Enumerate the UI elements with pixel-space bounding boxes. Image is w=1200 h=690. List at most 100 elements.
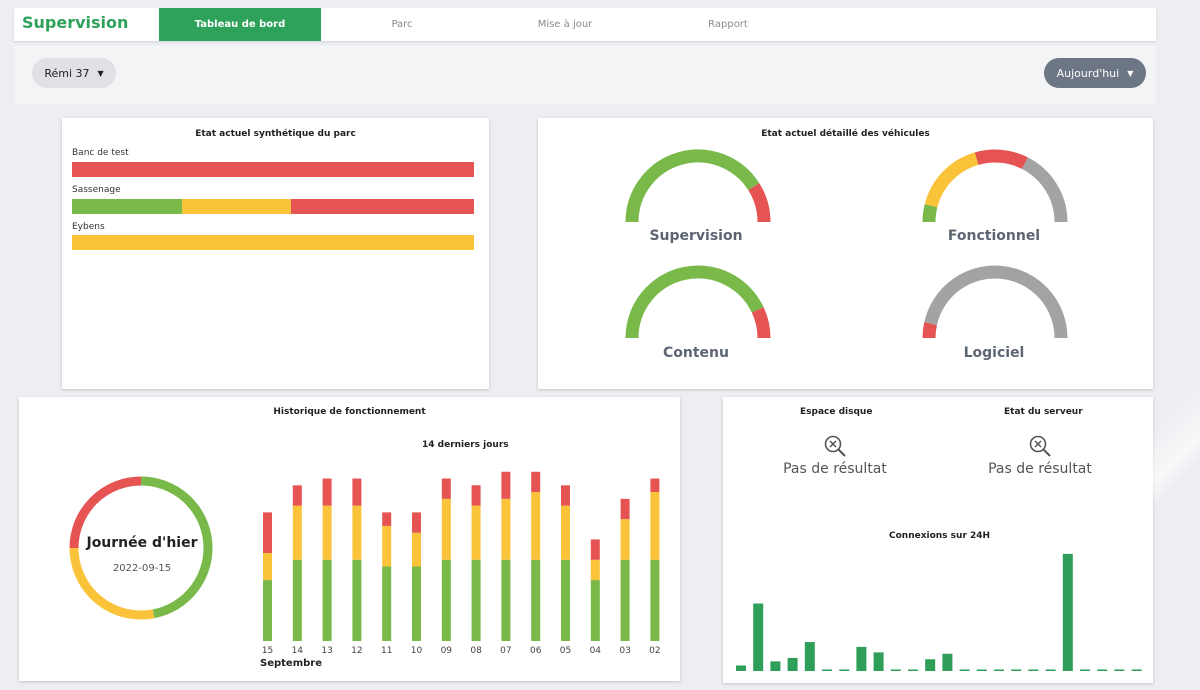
history-bar-green — [441, 559, 451, 641]
history-bar-green — [531, 559, 541, 641]
history-bar-yellow — [650, 492, 660, 560]
user-selector[interactable]: Rémi 37 ▼ — [32, 58, 116, 88]
history-bar-red — [441, 478, 451, 499]
connections-bar — [736, 665, 746, 671]
history-bar-green — [620, 559, 630, 641]
history-bar-green — [561, 559, 570, 641]
history-bar-yellow — [412, 532, 421, 567]
connections-title: Connexions sur 24H — [889, 531, 991, 541]
connections-bar-chart — [736, 553, 1142, 671]
history-bar-green — [352, 559, 362, 641]
connections-bar — [1062, 553, 1073, 671]
history-bar-green — [501, 559, 511, 641]
donut-segment-yellow — [69, 547, 155, 620]
gauge-supervision — [625, 149, 771, 223]
connections-bar — [959, 669, 970, 671]
history-x-tick: 05 — [560, 646, 571, 656]
history-bar-red — [620, 498, 630, 520]
status-segment-yellow — [181, 199, 292, 214]
donut-title: Journée d'hier — [86, 535, 198, 551]
history-bar-red — [471, 485, 481, 506]
history-x-tick: 06 — [530, 646, 542, 656]
tab-parc[interactable]: Parc — [391, 19, 413, 30]
gauge-segment-green — [625, 265, 764, 339]
history-bar-yellow — [590, 559, 600, 581]
daily-donut-chart — [69, 476, 213, 620]
disk-space-no-result: Pas de résultat — [783, 461, 887, 477]
connections-bar — [787, 657, 798, 671]
status-segment-green — [72, 199, 182, 214]
history-x-tick: 12 — [351, 646, 362, 656]
server-card: Espace disque Pas de résultat Etat du se… — [723, 397, 1153, 683]
history-card: Historique de fonctionnement Journée d'h… — [19, 397, 680, 681]
history-bar-red — [501, 471, 511, 499]
server-state-no-result: Pas de résultat — [988, 461, 1092, 477]
status-bar-sassenage — [72, 199, 474, 214]
gauge-segment-green — [922, 203, 938, 223]
top-navigation: Supervision Tableau de bord Parc Mise à … — [14, 8, 1156, 41]
gauge-label-logiciel: Logiciel — [963, 345, 1025, 361]
history-bar-green — [412, 566, 421, 641]
history-x-tick: 08 — [470, 646, 482, 656]
connections-bar — [753, 603, 764, 671]
connections-bar — [1080, 669, 1090, 671]
connections-bar — [890, 669, 901, 671]
gauge-fonctionnel — [922, 149, 1068, 223]
history-stacked-bar-chart: 15 14 13 12 11 10 09 08 07 06 05 04 03 02 — [262, 471, 661, 656]
history-bar-red — [590, 539, 600, 560]
caret-down-icon: ▼ — [97, 68, 104, 78]
history-x-tick: 07 — [500, 646, 511, 656]
history-bar-red — [561, 485, 570, 506]
connections-bar — [908, 669, 918, 671]
history-chart-subtitle: 14 derniers jours — [422, 440, 509, 450]
gauge-segment-green — [625, 149, 760, 223]
history-x-tick: 13 — [321, 646, 332, 656]
gauge-label-fonctionnel: Fonctionnel — [947, 228, 1041, 244]
donut-date: 2022-09-15 — [112, 563, 172, 574]
history-bar-red — [412, 512, 421, 533]
connections-bar — [994, 669, 1004, 671]
connections-bar — [1028, 669, 1039, 671]
donut-segment-green — [140, 476, 213, 619]
history-x-tick: 02 — [649, 646, 660, 656]
history-bar-red — [352, 478, 362, 506]
date-selector[interactable]: Aujourd'hui ▼ — [1044, 58, 1146, 88]
history-bar-red — [531, 471, 541, 493]
history-month-label: Septembre — [260, 658, 322, 669]
server-state-title: Etat du serveur — [1004, 407, 1083, 417]
tab-rapport[interactable]: Rapport — [708, 19, 748, 30]
gauge-segment-red — [974, 149, 1028, 170]
synthetic-state-title: Etat actuel synthétique du parc — [195, 129, 356, 139]
gauge-label-contenu: Contenu — [663, 345, 729, 361]
history-bar-yellow — [501, 498, 511, 560]
history-title: Historique de fonctionnement — [273, 407, 426, 417]
connections-bar — [1011, 669, 1022, 671]
history-bar-yellow — [263, 553, 272, 581]
tab-mise-a-jour[interactable]: Mise à jour — [537, 19, 593, 30]
row-label-sassenage: Sassenage — [72, 185, 121, 195]
history-bar-yellow — [531, 492, 541, 560]
history-x-tick: 09 — [441, 646, 453, 656]
toolbar: Rémi 37 ▼ Aujourd'hui ▼ — [14, 46, 1156, 104]
connections-bar — [1097, 669, 1108, 671]
vehicles-state-card: Etat actuel détaillé des véhicules Super… — [538, 118, 1153, 389]
status-segment-yellow — [72, 235, 474, 250]
history-bar-red — [292, 485, 302, 506]
tab-tableau-de-bord[interactable]: Tableau de bord — [159, 8, 321, 41]
history-bar-yellow — [561, 505, 570, 560]
history-bar-yellow — [352, 505, 362, 560]
connections-bar — [942, 653, 953, 671]
brand-title: Supervision — [22, 13, 129, 32]
history-x-tick: 03 — [619, 646, 630, 656]
connections-bar — [856, 646, 867, 671]
history-bar-green — [382, 566, 392, 641]
history-bar-green — [471, 559, 481, 641]
gauge-segment-red — [922, 322, 937, 339]
status-bar-banc-de-test — [72, 162, 474, 177]
user-selector-label: Rémi 37 — [44, 66, 90, 80]
row-label-eybens: Eybens — [72, 222, 105, 232]
history-bar-yellow — [620, 519, 630, 560]
connections-bar — [804, 642, 815, 671]
gauge-segment-red — [751, 307, 771, 339]
status-bar-eybens — [72, 235, 474, 250]
